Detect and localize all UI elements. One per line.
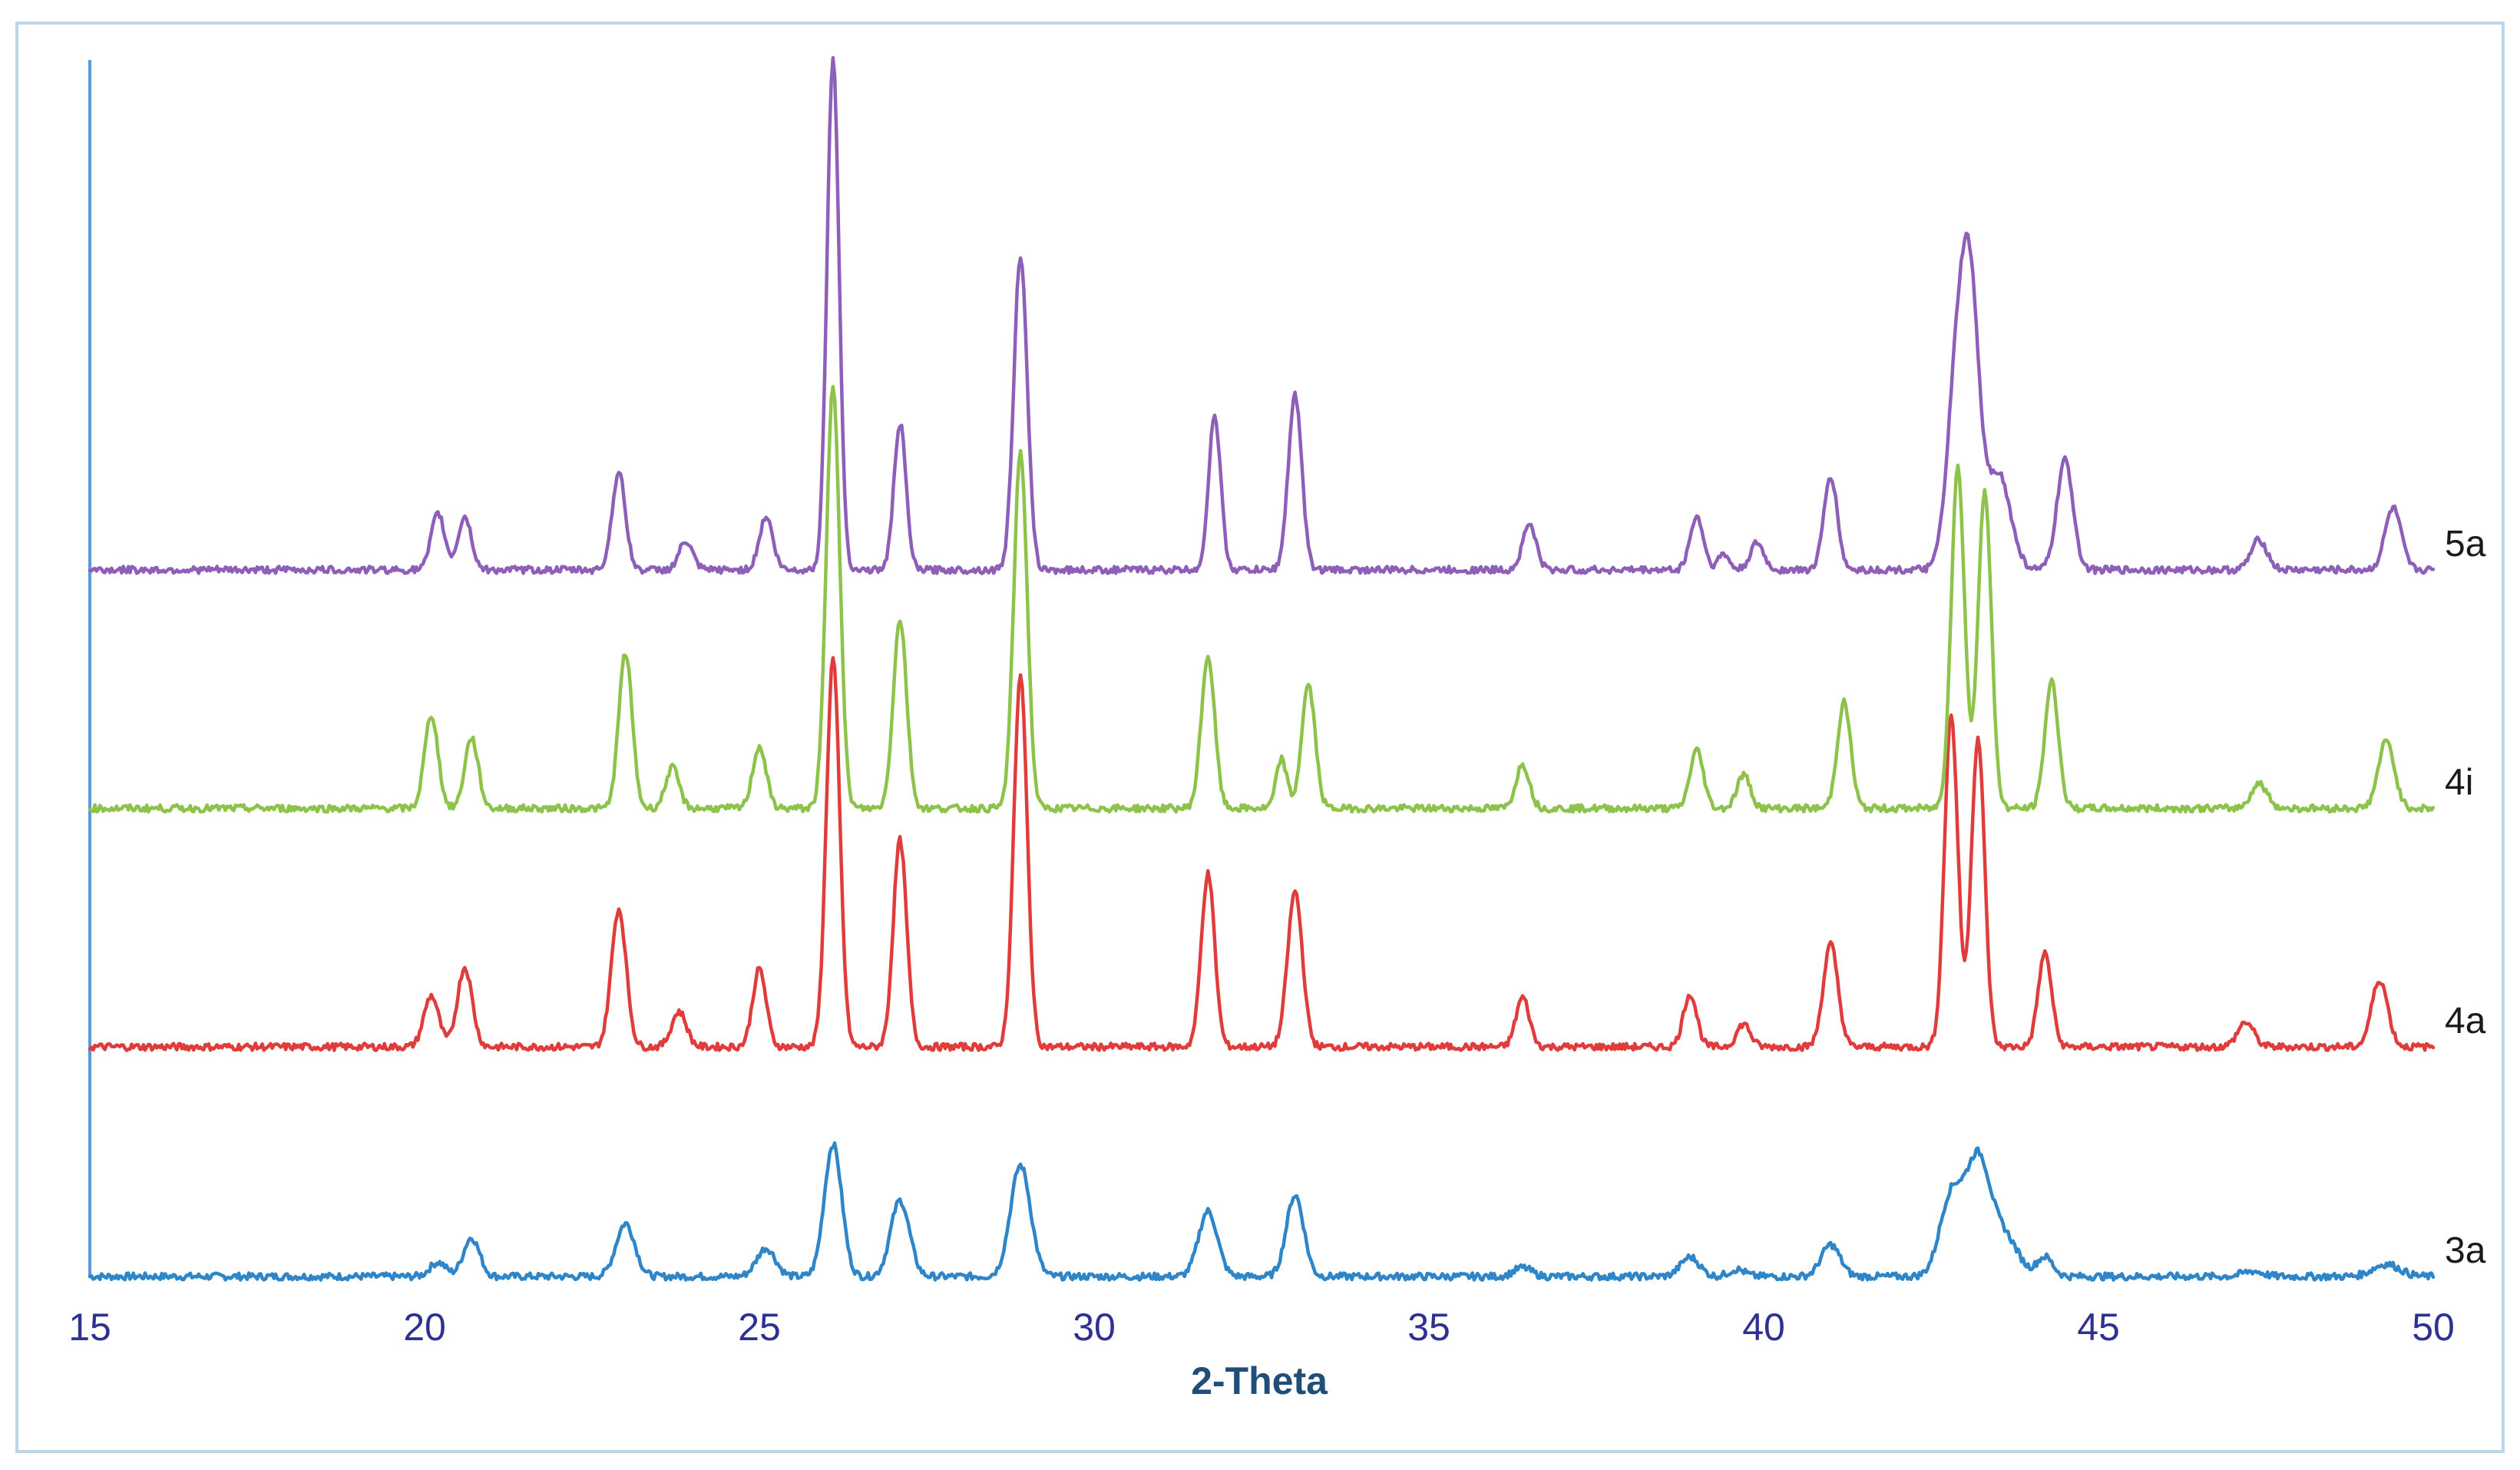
x-tick-label: 30 [1073, 1306, 1116, 1349]
x-tick-label: 15 [68, 1306, 111, 1349]
x-tick-label: 20 [403, 1306, 446, 1349]
x-tick-labels: 15 20 25 30 35 40 45 50 [68, 1306, 2455, 1349]
series-traces [88, 56, 2436, 1282]
x-tick-label: 25 [738, 1306, 781, 1349]
x-tick-label: 50 [2412, 1306, 2455, 1349]
series-line-4a [88, 656, 2436, 1052]
series-label-4i: 4i [2445, 763, 2473, 803]
series-line-3a [88, 1141, 2436, 1282]
series-label-5a: 5a [2445, 524, 2486, 564]
series-line-4i [88, 385, 2436, 814]
x-tick-label: 40 [1742, 1306, 1785, 1349]
series-label-3a: 3a [2445, 1230, 2486, 1271]
series-labels: 3a 4a 4i 5a [2445, 524, 2486, 1271]
x-tick-label: 35 [1407, 1306, 1450, 1349]
x-tick-label: 45 [2077, 1306, 2120, 1349]
series-line-5a [88, 56, 2436, 575]
chart-border [15, 22, 2505, 1453]
x-axis-title: 2-Theta [1191, 1359, 1328, 1402]
series-label-4a: 4a [2445, 1001, 2486, 1041]
